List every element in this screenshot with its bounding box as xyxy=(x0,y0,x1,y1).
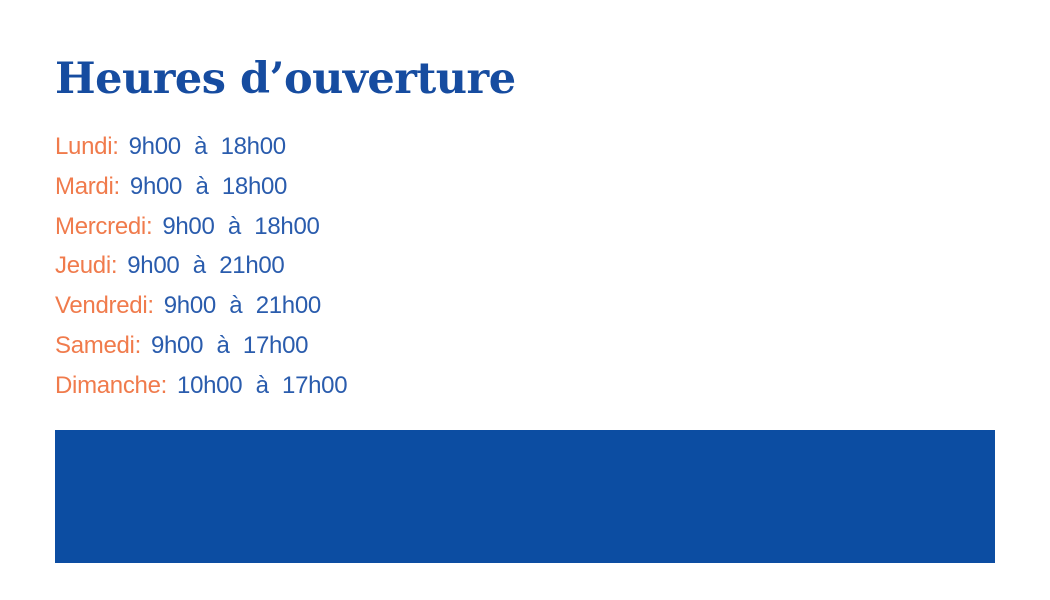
day-label: Lundi: xyxy=(55,133,119,160)
day-label: Dimanche: xyxy=(55,371,168,399)
day-label: Jeudi: xyxy=(55,252,118,280)
day-label: Mercredi: xyxy=(55,212,153,240)
blue-banner xyxy=(55,430,995,563)
opening-hours-row: Mercredi: 9h00 à 18h00 xyxy=(55,207,516,247)
day-label: Mardi: xyxy=(55,172,120,200)
time-value: 9h00 à 21h00 xyxy=(163,292,322,320)
opening-hours-row: Samedi: 9h00 à 17h00 xyxy=(55,326,516,366)
opening-hours-row: Lundi: 9h00 à 18h00 xyxy=(55,127,516,167)
opening-hours-row: Dimanche: 10h00 à 17h00 xyxy=(55,366,516,406)
page-title: Heures d’ouverture xyxy=(55,54,516,104)
opening-hours-row: Jeudi: 9h00 à 21h00 xyxy=(55,246,516,286)
opening-hours-row: Vendredi: 9h00 à 21h00 xyxy=(55,286,516,326)
time-value: 9h00 à 17h00 xyxy=(150,331,309,359)
time-value: 9h00 à 18h00 xyxy=(129,172,288,200)
content-area: Heures d’ouverture Lundi: 9h00 à 18h00 Ma… xyxy=(55,58,516,406)
time-value: 9h00 à 18h00 xyxy=(128,133,287,160)
day-label: Vendredi: xyxy=(55,292,154,320)
opening-hours-list: Lundi: 9h00 à 18h00 Mardi: 9h00 à 18h00 Me… xyxy=(55,127,516,406)
opening-hours-row: Mardi: 9h00 à 18h00 xyxy=(55,167,516,207)
time-value: 9h00 à 21h00 xyxy=(127,252,285,280)
time-value: 10h00 à 17h00 xyxy=(177,371,348,399)
time-value: 9h00 à 18h00 xyxy=(162,212,320,240)
day-label: Samedi: xyxy=(55,331,141,359)
